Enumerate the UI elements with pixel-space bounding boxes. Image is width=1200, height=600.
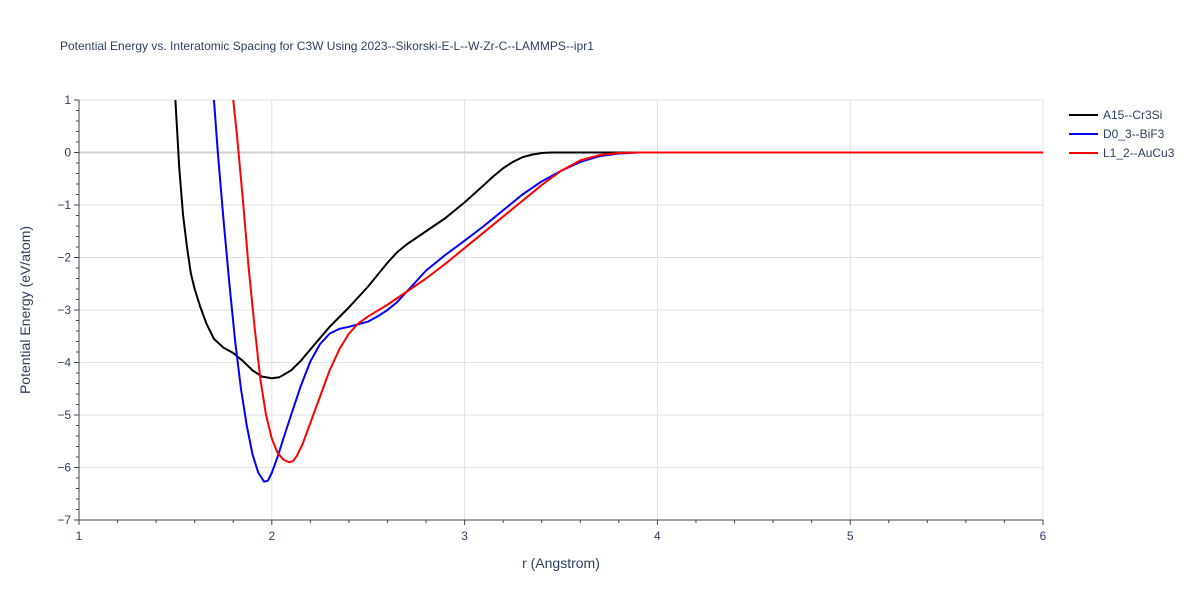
y-tick-label: −3 (57, 303, 71, 317)
legend-label[interactable]: D0_3--BiF3 (1103, 127, 1165, 141)
x-axis-title: r (Angstrom) (522, 555, 600, 571)
plot-area (174, 100, 1043, 483)
y-tick-label: −2 (57, 251, 71, 265)
x-tick-label: 5 (847, 529, 854, 543)
y-axis-title: Potential Energy (eV/atom) (17, 226, 33, 394)
x-tick-label: 1 (76, 529, 83, 543)
y-tick-label: −6 (57, 461, 71, 475)
x-tick-label: 2 (268, 529, 275, 543)
axes: 1 2 3 4 5 6 1 0 −1 −2 −3 −4 −5 −6 −7 (57, 93, 1046, 543)
y-tick-label: 1 (64, 93, 71, 107)
x-tick-label: 3 (461, 529, 468, 543)
y-tick-label: −7 (57, 513, 71, 527)
series-line-0[interactable] (174, 100, 1043, 380)
y-tick-label: −5 (57, 408, 71, 422)
y-tick-label: −1 (57, 198, 71, 212)
series-line-2[interactable] (232, 100, 1043, 464)
y-tick-label: 0 (64, 146, 71, 160)
legend-label[interactable]: A15--Cr3Si (1103, 108, 1162, 122)
legend-label[interactable]: L1_2--AuCu3 (1103, 146, 1175, 160)
x-tick-label: 6 (1040, 529, 1047, 543)
x-tick-label: 4 (654, 529, 661, 543)
y-tick-label: −4 (57, 356, 71, 370)
chart-title: Potential Energy vs. Interatomic Spacing… (60, 39, 594, 53)
legend[interactable]: A15--Cr3Si D0_3--BiF3 L1_2--AuCu3 (1069, 108, 1175, 160)
grid (79, 99, 1044, 521)
series-line-1[interactable] (212, 100, 1043, 483)
